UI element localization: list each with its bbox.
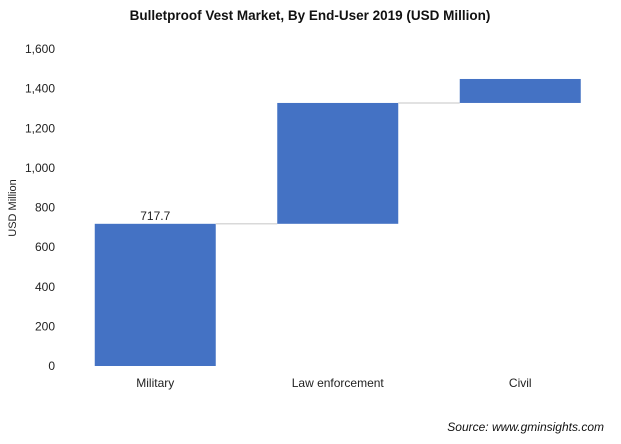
x-tick-label: Military: [136, 376, 174, 390]
y-tick-label: 1,200: [25, 121, 55, 135]
y-tick-label: 800: [35, 201, 55, 215]
x-tick-label: Civil: [509, 376, 532, 390]
bar-civil: [459, 78, 581, 103]
y-tick-label: 400: [35, 280, 55, 294]
y-tick-label: 0: [48, 359, 55, 373]
x-tick-label: Law enforcement: [292, 376, 385, 390]
bar-law-enforcement: [277, 102, 399, 224]
bar-military: [94, 223, 216, 366]
y-tick-label: 200: [35, 319, 55, 333]
y-axis-label: USD Million: [7, 179, 19, 236]
y-tick-label: 1,000: [25, 161, 55, 175]
source-note: Source: www.gminsights.com: [447, 420, 604, 434]
data-label: 717.7: [140, 209, 170, 223]
y-tick-label: 1,400: [25, 82, 55, 96]
y-tick-label: 1,600: [25, 42, 55, 56]
y-tick-label: 600: [35, 240, 55, 254]
chart-title: Bulletproof Vest Market, By End-User 201…: [130, 8, 491, 23]
